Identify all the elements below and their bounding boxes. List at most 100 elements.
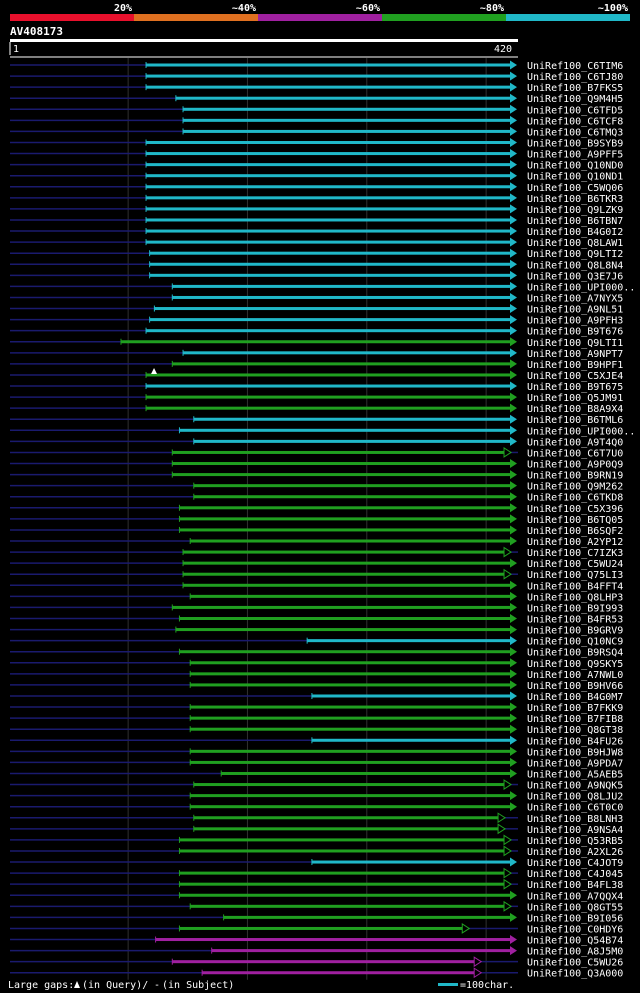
aligned-segment[interactable] [172,284,510,288]
hit-row[interactable]: UniRef100_B6TML6 [10,414,623,427]
hit-row[interactable]: UniRef100_C5XJE4 [10,367,623,382]
hit-label[interactable]: UniRef100_A8J5M0 [527,947,623,958]
hit-row[interactable]: UniRef100_A8J5M0 [10,946,623,958]
hit-row[interactable]: UniRef100_Q9LZK9 [10,204,623,216]
hit-label[interactable]: UniRef100_C5WQ06 [527,183,623,194]
aligned-segment[interactable] [223,915,510,919]
aligned-segment[interactable] [146,140,510,144]
hit-label[interactable]: UniRef100_Q8LJU2 [527,792,623,803]
hit-row[interactable]: UniRef100_B4FU26 [10,735,623,748]
hit-label[interactable]: UniRef100_C6TMQ3 [527,127,623,138]
hit-label[interactable]: UniRef100_C5WU26 [527,958,623,969]
aligned-segment[interactable] [146,85,510,89]
hit-label[interactable]: UniRef100_C4J045 [527,869,623,880]
hit-label[interactable]: UniRef100_A9NSA4 [527,825,623,836]
aligned-segment[interactable] [183,572,505,576]
hit-row[interactable]: UniRef100_A9PFF5 [10,149,623,161]
hit-row[interactable]: UniRef100_A5AEB5 [10,768,623,781]
hit-label[interactable]: UniRef100_Q9LTI2 [527,249,623,260]
hit-row[interactable]: UniRef100_C6TCF8 [10,115,623,128]
hit-label[interactable]: UniRef100_A2YP12 [527,537,623,548]
hit-row[interactable]: UniRef100_B9I993 [10,602,623,615]
aligned-segment[interactable] [179,428,510,432]
hit-label[interactable]: UniRef100_B7FIB8 [527,714,623,725]
hit-row[interactable]: UniRef100_B7FKK9 [10,702,623,715]
hit-label[interactable]: UniRef100_C7IZK3 [527,548,623,559]
hit-label[interactable]: UniRef100_Q3A000 [527,969,623,980]
aligned-segment[interactable] [172,362,510,366]
hit-row[interactable]: UniRef100_B9GRV9 [10,625,623,637]
hit-row[interactable]: UniRef100_C6TKD8 [10,492,623,504]
hit-label[interactable]: UniRef100_B4FL38 [527,880,623,891]
hit-label[interactable]: UniRef100_Q54B74 [527,936,623,947]
aligned-segment[interactable] [183,351,511,355]
hit-label[interactable]: UniRef100_C0HDY6 [527,924,623,935]
aligned-segment[interactable] [179,650,510,654]
aligned-segment[interactable] [154,307,510,311]
hit-label[interactable]: UniRef100_C6T7U0 [527,448,623,459]
aligned-segment[interactable] [193,783,505,787]
hit-label[interactable]: UniRef100_Q53RB5 [527,836,623,847]
hit-row[interactable]: UniRef100_A9NL51 [10,304,623,316]
aligned-segment[interactable] [146,329,510,333]
hit-label[interactable]: UniRef100_Q9M262 [527,482,623,493]
aligned-segment[interactable] [175,96,510,100]
hit-row[interactable]: UniRef100_Q5JM91 [10,392,623,405]
aligned-segment[interactable] [146,406,510,410]
hit-row[interactable]: UniRef100_C4JOT9 [10,857,623,870]
hit-row[interactable]: UniRef100_B9RSQ4 [10,647,623,659]
aligned-segment[interactable] [193,816,499,820]
aligned-segment[interactable] [190,705,511,709]
hit-label[interactable]: UniRef100_UPI000.. [527,282,635,293]
hit-row[interactable]: UniRef100_C6TFD5 [10,104,623,117]
hit-label[interactable]: UniRef100_Q8GT55 [527,902,623,913]
hit-row[interactable]: UniRef100_A2XL26 [10,845,623,858]
aligned-segment[interactable] [172,605,510,609]
aligned-segment[interactable] [149,251,510,255]
hit-label[interactable]: UniRef100_B9HPF1 [527,360,623,371]
hit-label[interactable]: UniRef100_A9PFF5 [527,150,623,161]
aligned-segment[interactable] [202,971,475,975]
hit-label[interactable]: UniRef100_C5WU24 [527,559,623,570]
hit-label[interactable]: UniRef100_C6TIM6 [527,61,623,72]
hit-label[interactable]: UniRef100_A9NPT7 [527,349,623,360]
hit-label[interactable]: UniRef100_Q8LHP3 [527,592,623,603]
hit-row[interactable]: UniRef100_B9HPF1 [10,359,623,371]
aligned-segment[interactable] [190,716,511,720]
hit-label[interactable]: UniRef100_B4FU26 [527,736,623,747]
aligned-segment[interactable] [146,63,510,67]
hit-label[interactable]: UniRef100_B9RSQ4 [527,648,623,659]
hit-row[interactable]: UniRef100_B4FR53 [10,614,623,626]
hit-row[interactable]: UniRef100_B7FIB8 [10,713,623,726]
hit-label[interactable]: UniRef100_A2XL26 [527,847,623,858]
hit-row[interactable]: UniRef100_Q9M262 [10,481,623,493]
hit-label[interactable]: UniRef100_B9I993 [527,603,623,614]
hit-row[interactable]: UniRef100_C6T7U0 [10,447,623,460]
hit-label[interactable]: UniRef100_C5X396 [527,504,623,515]
hit-label[interactable]: UniRef100_B6TQ05 [527,515,623,526]
hit-row[interactable]: UniRef100_C5X396 [10,503,623,515]
aligned-segment[interactable] [179,849,505,853]
hit-row[interactable]: UniRef100_Q10ND0 [10,160,623,172]
aligned-segment[interactable] [146,207,510,211]
hit-row[interactable]: UniRef100_C6TMQ3 [10,126,623,139]
hit-row[interactable]: UniRef100_Q3E7J6 [10,270,623,283]
aligned-segment[interactable] [179,882,505,886]
hit-row[interactable]: UniRef100_Q9LTI2 [10,248,623,261]
hit-label[interactable]: UniRef100_Q8L8N4 [527,260,623,271]
aligned-segment[interactable] [179,506,510,510]
aligned-segment[interactable] [179,893,510,897]
hit-label[interactable]: UniRef100_B9SYB9 [527,138,623,149]
hit-label[interactable]: UniRef100_Q5JM91 [527,393,623,404]
aligned-segment[interactable] [175,628,510,632]
aligned-segment[interactable] [311,738,510,742]
aligned-segment[interactable] [193,495,511,499]
aligned-segment[interactable] [172,450,505,454]
aligned-segment[interactable] [172,295,510,299]
hit-label[interactable]: UniRef100_Q3E7J6 [527,271,623,282]
hit-label[interactable]: UniRef100_C6TKD8 [527,493,623,504]
aligned-segment[interactable] [190,594,511,598]
hit-label[interactable]: UniRef100_UPI000.. [527,426,635,437]
hit-label[interactable]: UniRef100_C6T0C0 [527,803,623,814]
hit-label[interactable]: UniRef100_B9HJW8 [527,747,623,758]
